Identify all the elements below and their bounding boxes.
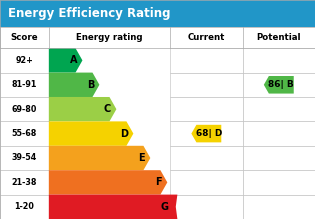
Bar <box>0 0 315 27</box>
Bar <box>170 97 243 121</box>
Polygon shape <box>264 76 294 94</box>
Bar <box>0 48 49 72</box>
Text: B: B <box>87 80 94 90</box>
Bar <box>0 27 315 48</box>
Polygon shape <box>49 48 83 72</box>
Bar <box>0 146 49 170</box>
Polygon shape <box>49 146 150 170</box>
Polygon shape <box>49 121 133 146</box>
Text: G: G <box>161 202 169 212</box>
Bar <box>0 170 49 195</box>
Bar <box>243 170 315 195</box>
Bar <box>170 146 243 170</box>
Bar <box>243 72 315 97</box>
Bar <box>0 72 49 97</box>
Text: Current: Current <box>188 33 225 42</box>
Bar <box>243 195 315 219</box>
Bar <box>243 48 315 72</box>
Text: 55-68: 55-68 <box>12 129 37 138</box>
Text: 1-20: 1-20 <box>14 202 34 211</box>
Text: Energy rating: Energy rating <box>76 33 143 42</box>
Text: A: A <box>70 55 77 65</box>
Bar <box>170 48 243 72</box>
Polygon shape <box>49 170 167 195</box>
Bar <box>243 121 315 146</box>
Text: 39-54: 39-54 <box>12 154 37 162</box>
Bar <box>0 121 49 146</box>
Text: 81-91: 81-91 <box>12 80 37 89</box>
Text: F: F <box>155 177 162 187</box>
Text: E: E <box>138 153 145 163</box>
Polygon shape <box>49 97 117 121</box>
Polygon shape <box>49 72 100 97</box>
Text: Potential: Potential <box>256 33 301 42</box>
Text: 68| D: 68| D <box>196 129 222 138</box>
Bar <box>170 170 243 195</box>
Text: Score: Score <box>11 33 38 42</box>
Text: 69-80: 69-80 <box>12 105 37 114</box>
Bar <box>170 121 243 146</box>
Bar <box>0 97 49 121</box>
Polygon shape <box>192 125 221 142</box>
Text: 21-38: 21-38 <box>12 178 37 187</box>
Bar <box>0 195 49 219</box>
Bar <box>170 72 243 97</box>
Bar <box>170 195 243 219</box>
Text: C: C <box>104 104 111 114</box>
Text: Energy Efficiency Rating: Energy Efficiency Rating <box>8 7 170 20</box>
Text: 92+: 92+ <box>15 56 33 65</box>
Text: 86| B: 86| B <box>268 80 294 89</box>
Bar <box>243 97 315 121</box>
Polygon shape <box>49 195 177 219</box>
Bar <box>243 146 315 170</box>
Text: D: D <box>120 129 128 139</box>
